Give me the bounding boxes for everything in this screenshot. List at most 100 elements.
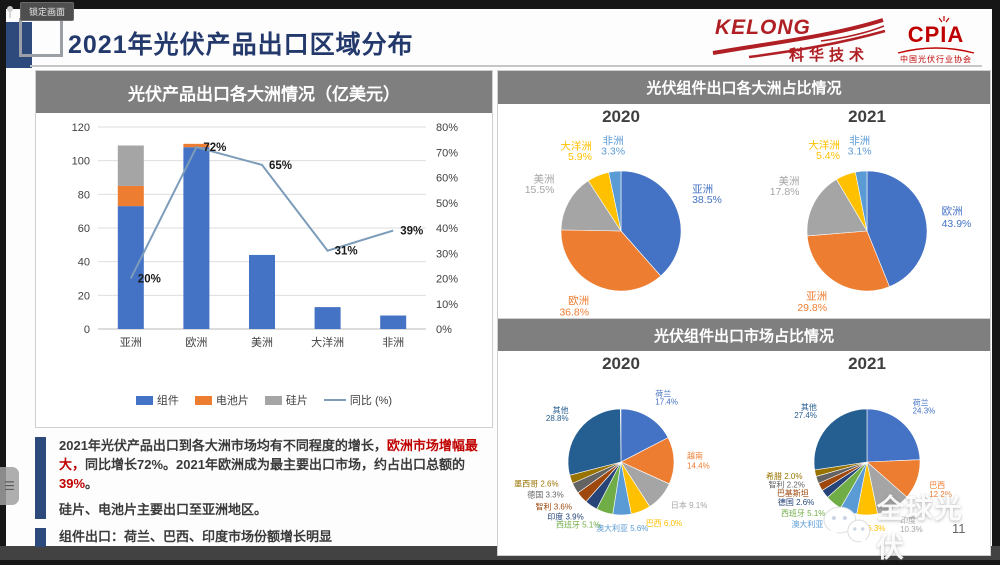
note-bullet-bar: [35, 437, 46, 520]
svg-text:欧洲: 欧洲: [568, 295, 589, 307]
svg-text:38.5%: 38.5%: [692, 194, 722, 206]
pie-block-continent-2020: 2020 亚洲 38.5% 欧洲 36.8% 美洲 15.5% 大洋洲 5.9% 非洲 3.3%: [498, 104, 744, 322]
svg-text:欧洲: 欧洲: [185, 336, 207, 349]
svg-text:20%: 20%: [138, 274, 161, 286]
svg-text:美洲: 美洲: [534, 173, 555, 186]
legend-item: 电池片: [194, 392, 249, 408]
svg-text:印度: 印度: [900, 515, 916, 525]
svg-text:非洲: 非洲: [382, 336, 404, 349]
page-number: 11: [952, 521, 966, 536]
svg-text:智利 2.2%: 智利 2.2%: [768, 479, 804, 489]
combo-chart: 0 20 40 60 80 100 120 0% 10% 20% 30% 40% 50% 60% 70% 80…: [72, 122, 459, 349]
svg-text:72%: 72%: [203, 142, 226, 154]
pin-icon: [7, 5, 13, 18]
svg-text:西班牙 5.1%: 西班牙 5.1%: [781, 508, 825, 518]
panel-export-by-continent: 光伏产品出口各大洲情况（亿美元） 0 20 40 60 80 100 120 0% 10% 20%…: [35, 70, 493, 428]
svg-text:大洋洲: 大洋洲: [808, 139, 840, 152]
svg-text:中国光伏行业协会: 中国光伏行业协会: [900, 54, 972, 64]
pie-year-label: 2020: [602, 354, 640, 373]
svg-text:亚洲: 亚洲: [692, 184, 713, 196]
svg-text:欧洲: 欧洲: [942, 206, 963, 218]
cpia-logo: CPIA 中国光伏行业协会: [888, 13, 984, 70]
svg-text:14.4%: 14.4%: [687, 461, 710, 470]
kelong-logo: KELONG 科华技术: [709, 11, 887, 70]
panel-title-module-share-by-market: 光伏组件出口市场占比情况: [498, 319, 990, 351]
svg-text:120: 120: [72, 122, 90, 134]
svg-text:20: 20: [78, 290, 90, 302]
svg-text:50%: 50%: [436, 198, 458, 210]
svg-text:0%: 0%: [436, 324, 452, 336]
note-paragraph-2: 硅片、电池片主要出口至亚洲地区。: [59, 501, 268, 517]
svg-text:15.5%: 15.5%: [525, 184, 555, 196]
legend-item: 同比 (%): [323, 392, 392, 408]
svg-text:65%: 65%: [269, 160, 292, 172]
hamburger-icon: ☰: [4, 479, 15, 493]
svg-text:非洲: 非洲: [849, 135, 870, 147]
panel-title-module-share-by-continent: 光伏组件出口各大洲占比情况: [498, 71, 990, 104]
svg-text:美洲: 美洲: [251, 336, 273, 349]
svg-text:智利 3.6%: 智利 3.6%: [536, 501, 572, 511]
svg-text:24.3%: 24.3%: [913, 406, 936, 415]
svg-text:3.1%: 3.1%: [848, 145, 872, 157]
panel-module-share-by-continent: 光伏组件出口各大洲占比情况 2020 亚洲 38.5% 欧洲 36.8% 美洲 15.5%…: [497, 70, 991, 322]
panel-title-export-by-continent: 光伏产品出口各大洲情况（亿美元）: [36, 71, 492, 113]
svg-text:日本 9.1%: 日本 9.1%: [671, 500, 707, 510]
svg-text:澳大利亚 5.2%: 澳大利亚 5.2%: [791, 519, 843, 529]
pie-block-continent-2021: 2021 欧洲 43.9% 亚洲 29.8% 美洲 17.8% 大洋洲 5.4% 非洲 3.1%: [744, 104, 990, 322]
lock-screen-tab[interactable]: 锁定画面: [20, 2, 75, 21]
svg-text:12.2%: 12.2%: [929, 490, 952, 499]
lock-screen-control: 锁定画面: [4, 2, 75, 21]
watermark: 全球光伏: [821, 487, 992, 565]
cpia-logo-icon: CPIA 中国光伏行业协会: [897, 16, 975, 64]
svg-text:澳大利亚 5.6%: 澳大利亚 5.6%: [596, 523, 648, 533]
svg-text:德国 3.3%: 德国 3.3%: [527, 490, 563, 500]
note-item-2: 组件出口：荷兰、巴西、印度市场份额增长明显: [35, 528, 493, 548]
svg-text:其他: 其他: [553, 405, 569, 415]
svg-text:亚洲: 亚洲: [806, 291, 827, 303]
svg-text:10.3%: 10.3%: [900, 525, 923, 534]
slide: 2021年光伏产品出口区域分布 KELONG 科华技术 CPIA 中国光伏行业协…: [6, 9, 992, 563]
svg-text:KELONG: KELONG: [715, 16, 811, 39]
svg-text:西班牙 5.1%: 西班牙 5.1%: [556, 520, 600, 530]
side-menu-button[interactable]: ☰: [0, 467, 19, 505]
svg-text:印度 3.9%: 印度 3.9%: [547, 512, 583, 522]
svg-text:100: 100: [72, 156, 90, 168]
svg-text:德国 2.6%: 德国 2.6%: [778, 497, 814, 507]
svg-text:巴基斯坦: 巴基斯坦: [777, 488, 809, 498]
svg-text:巴西 6.0%: 巴西 6.0%: [646, 519, 682, 528]
svg-text:80%: 80%: [436, 122, 458, 134]
svg-text:10%: 10%: [436, 299, 458, 311]
kelong-logo-icon: KELONG 科华技术: [712, 16, 886, 64]
svg-text:大洋洲: 大洋洲: [560, 139, 592, 152]
svg-text:大洋洲: 大洋洲: [311, 335, 344, 349]
svg-text:29.8%: 29.8%: [797, 302, 827, 314]
svg-text:28.8%: 28.8%: [546, 414, 569, 423]
note-text-1: 2021年光伏产品出口到各大洲市场均有不同程度的增长，欧洲市场增幅最大，同比增长…: [46, 437, 493, 519]
svg-text:希腊 2.0%: 希腊 2.0%: [766, 471, 802, 481]
svg-text:60%: 60%: [436, 173, 458, 185]
svg-text:5.4%: 5.4%: [816, 150, 840, 162]
svg-text:17.8%: 17.8%: [770, 186, 800, 198]
svg-text:越南: 越南: [687, 450, 703, 460]
title-decoration-outline: [19, 18, 63, 57]
pie-year-label: 2021: [848, 107, 886, 126]
svg-text:5.9%: 5.9%: [568, 151, 592, 163]
svg-text:亚洲: 亚洲: [120, 337, 142, 349]
svg-text:17.4%: 17.4%: [655, 398, 678, 407]
watermark-text: 全球光伏: [876, 494, 964, 563]
svg-text:墨西哥 2.6%: 墨西哥 2.6%: [514, 480, 558, 489]
svg-text:31%: 31%: [335, 246, 358, 258]
svg-text:3.3%: 3.3%: [601, 145, 625, 157]
svg-text:科华技术: 科华技术: [789, 46, 869, 64]
svg-text:CPIA: CPIA: [908, 22, 965, 47]
svg-text:荷兰: 荷兰: [655, 389, 671, 399]
svg-text:70%: 70%: [436, 147, 458, 159]
legend-item: 组件: [135, 392, 179, 408]
svg-text:荷兰: 荷兰: [913, 397, 929, 407]
svg-text:80: 80: [78, 189, 90, 201]
